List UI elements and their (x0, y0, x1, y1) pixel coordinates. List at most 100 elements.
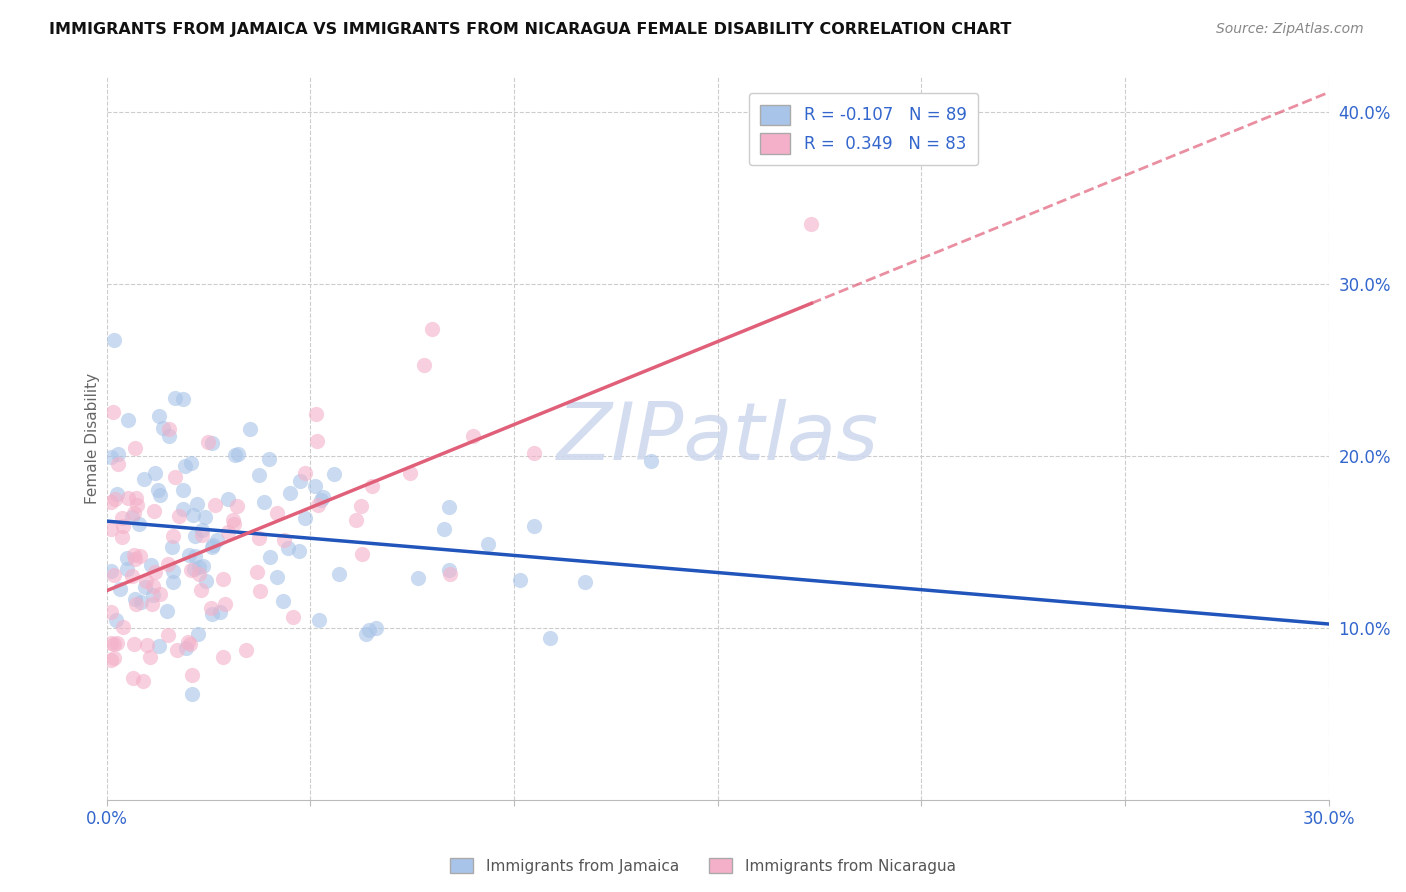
Point (183, 562, 205, 576)
Point (103, 651, 125, 665)
Point (246, 565, 269, 579)
Point (800, 217, 823, 231)
Point (121, 569, 143, 583)
Point (176, 635, 198, 649)
Point (157, 557, 180, 571)
Point (122, 548, 145, 562)
Point (135, 638, 157, 652)
Point (124, 597, 146, 611)
Point (104, 492, 127, 507)
Point (180, 456, 202, 470)
Point (115, 562, 138, 576)
Point (205, 533, 228, 547)
Point (121, 672, 143, 686)
Point (187, 566, 209, 581)
Point (172, 483, 194, 497)
Point (124, 506, 146, 520)
Point (294, 466, 316, 480)
Point (266, 570, 288, 584)
Point (214, 597, 236, 611)
Point (148, 409, 170, 424)
Point (209, 605, 232, 619)
Point (165, 391, 187, 405)
Point (167, 508, 190, 523)
Point (201, 607, 224, 622)
Point (128, 517, 150, 532)
Point (183, 529, 205, 543)
Point (217, 525, 239, 540)
Point (101, 405, 124, 419)
Point (399, 466, 422, 480)
Point (226, 499, 249, 513)
Point (350, 499, 373, 513)
Point (162, 529, 184, 543)
Point (121, 510, 143, 524)
Point (288, 544, 311, 558)
Point (142, 588, 165, 602)
Point (172, 392, 194, 406)
Point (117, 491, 139, 506)
Point (132, 674, 155, 689)
Point (125, 498, 148, 512)
Point (420, 322, 443, 336)
Point (129, 595, 152, 609)
Point (143, 503, 166, 517)
Point (538, 631, 561, 645)
Point (179, 637, 201, 651)
Point (259, 549, 281, 564)
Point (181, 508, 204, 522)
Point (111, 530, 134, 544)
Point (143, 467, 166, 481)
Point (640, 453, 662, 467)
Point (152, 420, 174, 434)
Point (523, 518, 546, 533)
Point (135, 574, 157, 588)
Point (247, 531, 270, 545)
Point (100, 495, 122, 509)
Point (174, 459, 197, 474)
Point (273, 533, 295, 548)
Point (354, 627, 377, 641)
Point (509, 574, 531, 588)
Point (304, 479, 326, 493)
Text: IMMIGRANTS FROM JAMAICA VS IMMIGRANTS FROM NICARAGUA FEMALE DISABILITY CORRELATI: IMMIGRANTS FROM JAMAICA VS IMMIGRANTS FR… (49, 22, 1011, 37)
Point (211, 650, 233, 665)
Point (307, 498, 329, 512)
Point (128, 549, 150, 563)
Point (288, 474, 311, 488)
Point (124, 552, 146, 566)
Point (115, 550, 138, 565)
Point (437, 563, 460, 577)
Point (157, 422, 180, 436)
Point (204, 498, 226, 512)
Point (117, 413, 139, 427)
Point (105, 636, 128, 650)
Point (190, 582, 212, 597)
Point (107, 457, 129, 471)
Point (257, 451, 280, 466)
Point (322, 467, 344, 481)
Point (235, 643, 257, 657)
Point (107, 447, 129, 461)
Point (100, 564, 122, 578)
Point (149, 587, 172, 601)
Point (124, 637, 146, 651)
Point (200, 601, 222, 615)
Point (222, 516, 245, 531)
Point (201, 436, 224, 450)
Point (165, 469, 187, 483)
Point (162, 574, 184, 589)
Point (226, 447, 249, 461)
Point (364, 621, 387, 635)
Point (439, 567, 461, 582)
Point (461, 429, 484, 443)
Point (191, 559, 214, 574)
Point (139, 649, 162, 664)
Point (194, 574, 217, 589)
Point (224, 448, 246, 462)
Point (174, 640, 197, 655)
Point (439, 500, 461, 515)
Point (277, 541, 299, 556)
Point (253, 494, 276, 508)
Point (110, 511, 132, 525)
